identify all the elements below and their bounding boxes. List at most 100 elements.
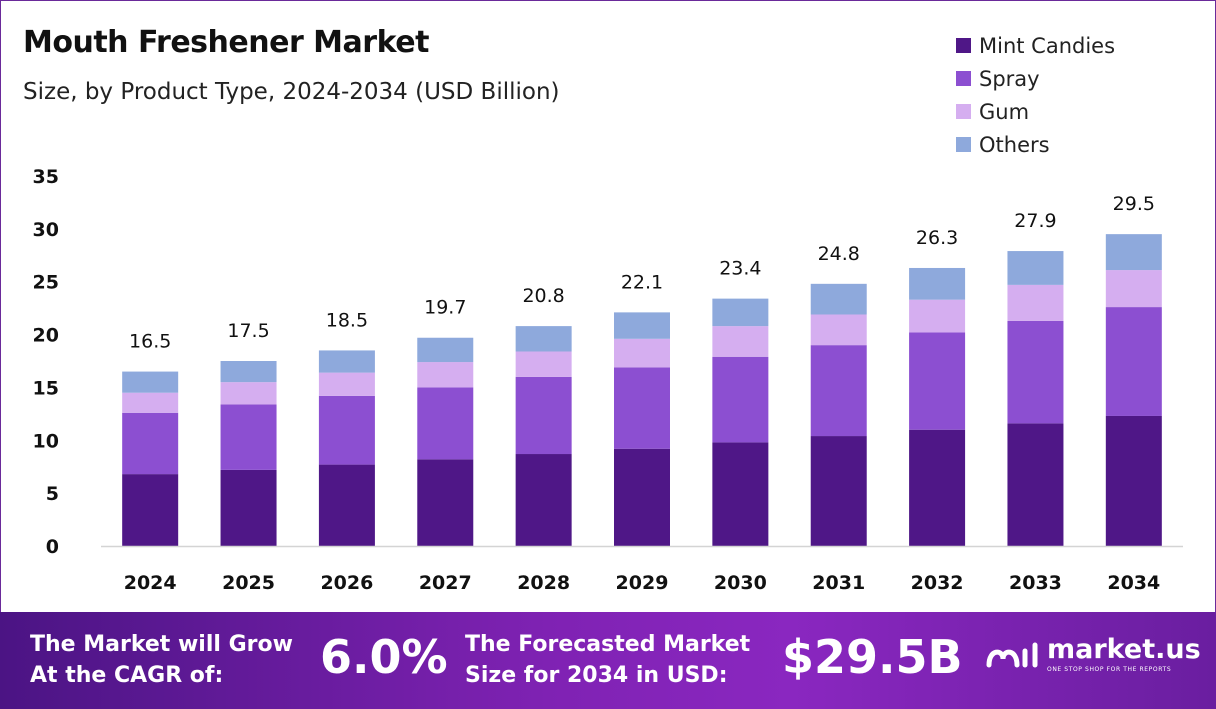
y-tick-label: 10 [33, 430, 59, 452]
bar-segment-spray [417, 387, 474, 460]
cagr-label-line1: The Market will Grow [30, 632, 293, 657]
bar-total-label: 19.7 [424, 297, 466, 319]
x-tick-label: 2030 [714, 572, 767, 594]
x-tick-label: 2027 [419, 572, 472, 594]
legend-item-mint-candies: Mint Candies [956, 29, 1115, 62]
forecast-value: $29.5B [782, 630, 963, 684]
bar-segment-gum [220, 382, 277, 405]
forecast-label: The Forecasted Market Size for 2034 in U… [465, 629, 750, 691]
legend: Mint Candies Spray Gum Others [956, 29, 1115, 161]
chart-title: Mouth Freshener Market [23, 25, 429, 60]
bar-segment-others [220, 361, 277, 383]
bar-total-label: 22.1 [621, 271, 663, 293]
bar-segment-gum [122, 392, 179, 413]
bar-segment-spray [909, 332, 966, 430]
legend-swatch-others [956, 137, 971, 152]
bar-segment-mint-candies [909, 429, 966, 546]
bar-total-label: 17.5 [227, 320, 269, 342]
bar-segment-others [122, 371, 179, 393]
x-tick-label: 2031 [812, 572, 865, 594]
legend-swatch-mint-candies [956, 38, 971, 53]
cagr-label: The Market will Grow At the CAGR of: [30, 629, 293, 691]
y-tick-label: 5 [46, 483, 59, 505]
bar-segment-others [417, 337, 474, 363]
x-tick-label: 2028 [517, 572, 570, 594]
bar-total-label: 16.5 [129, 331, 171, 353]
bar-total-label: 23.4 [719, 258, 761, 280]
bar-segment-mint-candies [220, 469, 277, 546]
bar-segment-others [515, 326, 572, 352]
bar-total-label: 27.9 [1014, 210, 1056, 232]
bar-total-label: 26.3 [916, 227, 958, 249]
x-tick-label: 2034 [1107, 572, 1160, 594]
bar-segment-others [810, 283, 867, 315]
bar-segment-others [712, 298, 769, 327]
legend-swatch-spray [956, 71, 971, 86]
forecast-label-line1: The Forecasted Market [465, 632, 751, 657]
brand-logo: market.us ONE STOP SHOP FOR THE REPORTS [985, 636, 1201, 673]
brand-name: market.us [1047, 634, 1201, 665]
bar-segment-others [909, 267, 966, 300]
bar-segment-mint-candies [810, 436, 867, 546]
bar-segment-spray [614, 367, 670, 449]
bar-segment-others [1105, 234, 1162, 271]
y-tick-label: 30 [33, 219, 59, 241]
market-us-logo-icon [986, 642, 1038, 667]
bar-segment-gum [712, 326, 769, 357]
legend-label-gum: Gum [979, 99, 1030, 124]
bar-segment-others [1007, 251, 1064, 285]
bar-segment-gum [614, 338, 670, 368]
legend-label-spray: Spray [979, 66, 1040, 91]
legend-label-mint-candies: Mint Candies [979, 33, 1116, 58]
legend-label-others: Others [979, 132, 1050, 157]
bar-segment-mint-candies [614, 448, 670, 546]
x-tick-label: 2033 [1009, 572, 1062, 594]
x-tick-label: 2029 [616, 572, 669, 594]
y-tick-label: 15 [33, 377, 59, 399]
legend-item-gum: Gum [956, 95, 1115, 128]
bar-segment-spray [515, 376, 572, 455]
bar-segment-mint-candies [417, 459, 474, 546]
bar-segment-spray [122, 412, 179, 475]
bar-segment-mint-candies [1105, 415, 1162, 546]
bar-segment-spray [712, 356, 769, 443]
bar-segment-mint-candies [122, 474, 179, 546]
bar-segment-gum [1105, 270, 1162, 308]
brand-tagline: ONE STOP SHOP FOR THE REPORTS [1047, 666, 1172, 673]
bar-segment-gum [909, 299, 966, 333]
y-tick-label: 0 [46, 536, 59, 558]
x-tick-label: 2026 [320, 572, 373, 594]
bar-segment-gum [417, 362, 474, 388]
bar-segment-gum [810, 314, 867, 346]
bar-segment-spray [318, 395, 375, 465]
bar-segment-gum [1007, 284, 1064, 321]
chart-subtitle: Size, by Product Type, 2024-2034 (USD Bi… [23, 79, 560, 105]
x-tick-label: 2024 [124, 572, 177, 594]
cagr-value: 6.0% [320, 630, 448, 684]
bar-segment-others [614, 312, 670, 339]
legend-item-spray: Spray [956, 62, 1115, 95]
y-tick-label: 35 [33, 166, 59, 188]
bar-segment-mint-candies [515, 454, 572, 546]
bar-total-label: 20.8 [522, 285, 564, 307]
footer-banner: The Market will Grow At the CAGR of: 6.0… [0, 612, 1216, 709]
y-tick-label: 20 [33, 325, 59, 347]
legend-swatch-gum [956, 104, 971, 119]
bar-segment-mint-candies [318, 464, 375, 546]
bar-total-label: 24.8 [818, 243, 860, 265]
bar-segment-gum [318, 372, 375, 396]
cagr-label-line2: At the CAGR of: [30, 663, 224, 688]
x-tick-label: 2025 [222, 572, 275, 594]
bar-segment-gum [515, 351, 572, 377]
bar-segment-mint-candies [712, 442, 769, 546]
bar-total-label: 29.5 [1113, 193, 1155, 215]
x-tick-label: 2032 [911, 572, 964, 594]
bar-total-label: 18.5 [326, 309, 368, 331]
bar-segment-spray [220, 404, 277, 470]
y-tick-label: 25 [33, 272, 59, 294]
bar-segment-spray [810, 345, 867, 437]
bar-segment-others [318, 350, 375, 373]
bar-segment-mint-candies [1007, 423, 1064, 546]
forecast-label-line2: Size for 2034 in USD: [465, 663, 728, 688]
